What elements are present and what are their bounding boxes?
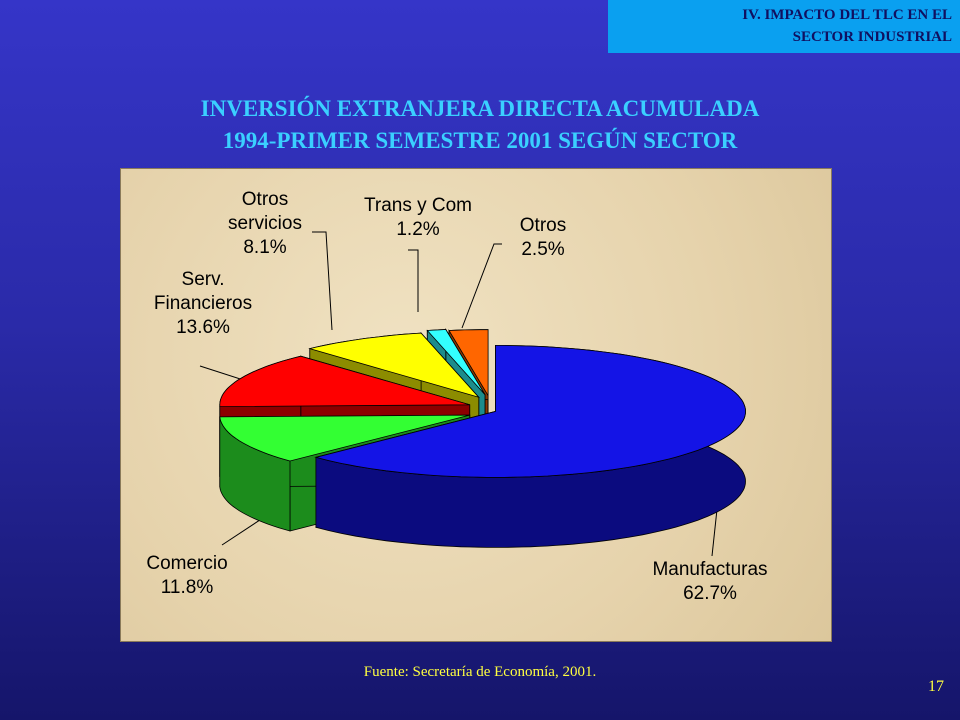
- slice-label: Comercio 11.8%: [122, 552, 252, 600]
- leader-line: [408, 249, 419, 312]
- page-number: 17: [928, 678, 944, 695]
- source-note: Fuente: Secretaría de Economía, 2001.: [363, 664, 597, 680]
- pie-slice: [219, 414, 470, 462]
- value-label: 11.8%: [160, 577, 214, 598]
- value-label: 62.7%: [683, 583, 737, 604]
- slice-label: Trans y Com 1.2%: [343, 194, 493, 242]
- pie-slice: [426, 329, 486, 395]
- slice-label: Otros 2.5%: [498, 214, 588, 262]
- section-title: IV. IMPACTO DEL TLC EN EL SECTOR INDUSTR…: [742, 7, 952, 45]
- value-label: 8.1%: [243, 237, 287, 258]
- slice-label: Otros servicios 8.1%: [205, 188, 325, 260]
- category-label: Trans y Com: [363, 195, 473, 216]
- section-banner: IV. IMPACTO DEL TLC EN EL SECTOR INDUSTR…: [608, 0, 960, 53]
- category-label: Otros: [519, 215, 567, 236]
- category-label: Manufacturas: [652, 559, 768, 580]
- chart-title: INVERSIÓN EXTRANJERA DIRECTA ACUMULADA: [200, 96, 760, 121]
- value-label: 13.6%: [176, 317, 230, 338]
- value-label: 1.2%: [396, 219, 440, 240]
- leader-line: [312, 231, 333, 331]
- chart-title: 1994-PRIMER SEMESTRE 2001 SEGÚN SECTOR: [222, 128, 738, 153]
- slice-label: Manufacturas 62.7%: [625, 558, 795, 606]
- category-label: Serv. Financieros: [153, 269, 253, 314]
- pie-slice: [448, 329, 489, 398]
- pie-slice: [219, 355, 470, 408]
- category-label: Otros servicios: [228, 189, 302, 234]
- value-label: 2.5%: [521, 239, 565, 260]
- leader-line: [461, 243, 502, 329]
- slice-label: Serv. Financieros 13.6%: [138, 268, 268, 340]
- category-label: Comercio: [146, 553, 228, 574]
- pie-slice: [308, 332, 481, 399]
- pie-slice: [314, 345, 746, 478]
